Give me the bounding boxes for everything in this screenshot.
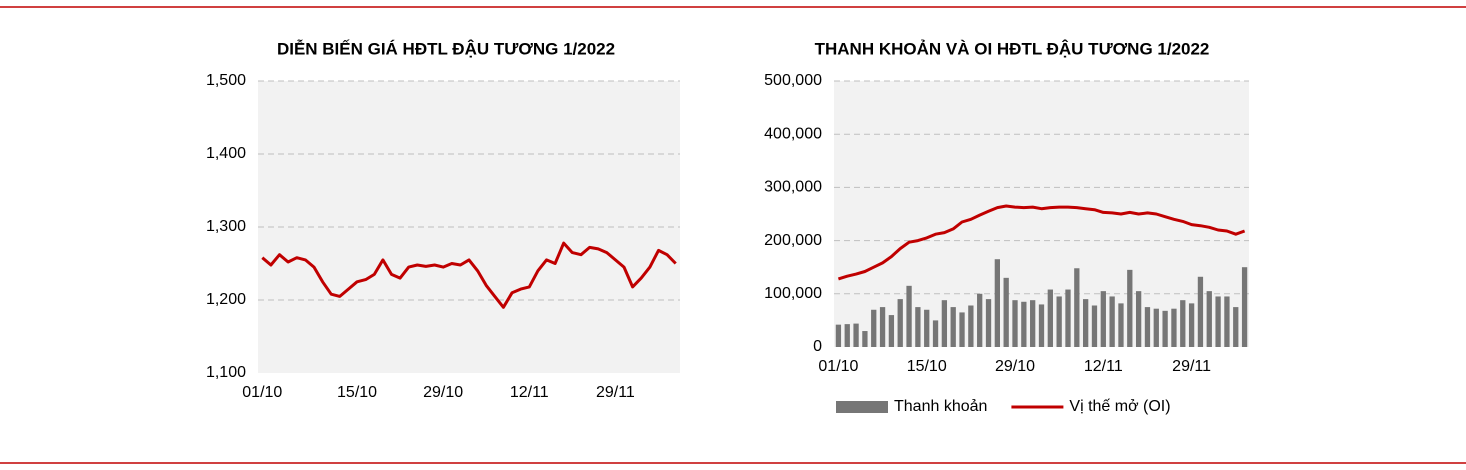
bar xyxy=(871,309,877,347)
bar xyxy=(994,259,1000,347)
bar xyxy=(888,315,895,347)
bar xyxy=(1038,304,1045,347)
bar xyxy=(1233,307,1239,347)
x-tick-label: 12/11 xyxy=(1084,358,1123,375)
y-tick-label: 100,000 xyxy=(764,285,822,302)
bar xyxy=(1047,289,1053,347)
bar xyxy=(897,299,903,347)
bar xyxy=(1206,291,1212,347)
bar xyxy=(924,309,930,347)
bar xyxy=(1003,277,1009,347)
bar xyxy=(985,299,992,347)
bar xyxy=(1012,300,1018,347)
x-tick-label: 29/11 xyxy=(1172,358,1211,375)
bar xyxy=(835,324,842,347)
chart-title: DIỄN BIẾN GIÁ HĐTL ĐẬU TƯƠNG 1/2022 xyxy=(277,39,615,58)
bar xyxy=(941,300,948,347)
bar xyxy=(1197,276,1204,347)
y-tick-label: 1,400 xyxy=(206,145,246,162)
y-tick-label: 500,000 xyxy=(764,72,822,89)
legend-label: Thanh khoản xyxy=(894,398,987,415)
bar xyxy=(1030,300,1036,347)
bar xyxy=(1127,269,1133,347)
bar xyxy=(1188,303,1195,347)
bar xyxy=(1056,296,1062,347)
bar xyxy=(1215,296,1221,347)
x-tick-label: 12/11 xyxy=(510,384,549,401)
y-tick-label: 200,000 xyxy=(764,232,822,249)
y-tick-label: 300,000 xyxy=(764,179,822,196)
y-tick-label: 1,300 xyxy=(206,218,246,235)
bar xyxy=(1224,296,1230,347)
bar xyxy=(1100,291,1106,347)
bar xyxy=(915,307,921,347)
bar xyxy=(1171,308,1177,347)
legend-swatch xyxy=(836,401,888,413)
bar xyxy=(1144,307,1151,347)
legend-label: Vị thế mở (OI) xyxy=(1069,398,1170,415)
bar xyxy=(968,305,974,347)
bar xyxy=(932,320,939,347)
x-tick-label: 15/10 xyxy=(337,384,377,401)
bar xyxy=(1083,299,1089,347)
plot-area xyxy=(834,81,1249,347)
bar xyxy=(1074,268,1080,347)
bar xyxy=(1153,308,1159,347)
x-tick-label: 01/10 xyxy=(242,384,282,401)
x-tick-label: 29/10 xyxy=(423,384,463,401)
bar xyxy=(1180,300,1186,347)
bar xyxy=(950,307,956,347)
bar xyxy=(1065,289,1071,347)
line xyxy=(261,241,677,309)
bar xyxy=(844,324,850,347)
bar xyxy=(977,293,983,347)
x-tick-label: 29/10 xyxy=(995,358,1035,375)
bar xyxy=(1109,296,1115,347)
bar xyxy=(1241,267,1248,347)
line xyxy=(837,204,1246,281)
bar xyxy=(959,312,965,347)
bar xyxy=(1162,310,1168,347)
bar xyxy=(1091,305,1098,347)
y-tick-label: 1,200 xyxy=(206,291,246,308)
x-tick-label: 01/10 xyxy=(818,358,858,375)
bar xyxy=(906,285,912,347)
x-tick-label: 29/11 xyxy=(596,384,635,401)
chart-title: THANH KHOẢN VÀ OI HĐTL ĐẬU TƯƠNG 1/2022 xyxy=(815,39,1210,58)
bar xyxy=(1118,303,1124,347)
y-tick-label: 1,500 xyxy=(206,72,246,89)
bar xyxy=(879,307,886,347)
y-tick-label: 1,100 xyxy=(206,364,246,381)
y-tick-label: 0 xyxy=(813,338,822,355)
y-tick-label: 400,000 xyxy=(764,125,822,142)
bar xyxy=(1135,291,1142,347)
bar xyxy=(862,331,868,347)
bar xyxy=(1021,301,1027,347)
x-tick-label: 15/10 xyxy=(907,358,947,375)
bar xyxy=(853,323,859,347)
